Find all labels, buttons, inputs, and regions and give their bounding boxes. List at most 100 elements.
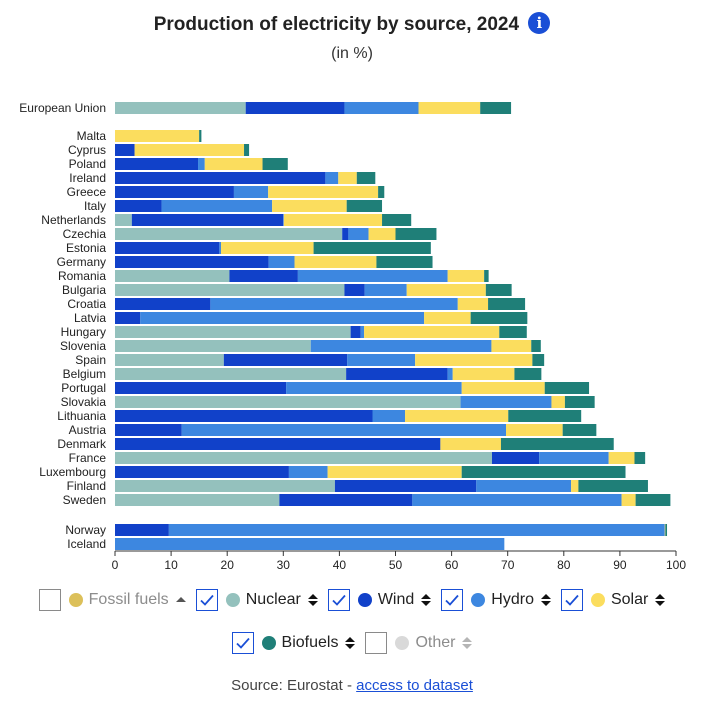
bar-segment-wind[interactable] — [131, 214, 284, 226]
bar-segment-wind[interactable] — [115, 256, 269, 268]
bar-segment-wind[interactable] — [223, 354, 348, 366]
bar-segment-biofuels[interactable] — [244, 144, 250, 156]
bar-segment-wind[interactable] — [115, 144, 135, 156]
sort-icon[interactable] — [175, 596, 186, 604]
legend-item-nuclear[interactable]: Nuclear — [195, 589, 318, 611]
bar-segment-biofuels[interactable] — [199, 130, 202, 142]
sort-icon[interactable] — [307, 594, 318, 606]
bar-segment-biofuels[interactable] — [508, 410, 582, 422]
bar-segment-biofuels[interactable] — [544, 382, 590, 394]
bar-segment-hydro[interactable] — [219, 242, 222, 254]
bar-segment-solar[interactable] — [294, 256, 377, 268]
bar-segment-solar[interactable] — [338, 172, 357, 184]
bar-segment-biofuels[interactable] — [461, 466, 626, 478]
bar-segment-wind[interactable] — [279, 494, 413, 506]
bar-segment-hydro[interactable] — [286, 382, 462, 394]
bar-segment-biofuels[interactable] — [531, 340, 541, 352]
bar-segment-wind[interactable] — [115, 382, 287, 394]
bar-segment-hydro[interactable] — [372, 410, 406, 422]
bar-segment-biofuels[interactable] — [480, 102, 512, 114]
bar-segment-solar[interactable] — [608, 452, 635, 464]
bar-segment-biofuels[interactable] — [262, 158, 288, 170]
fossil-checkbox[interactable] — [38, 589, 61, 611]
bar-segment-hydro[interactable] — [210, 298, 458, 310]
sort-icon[interactable] — [540, 594, 551, 606]
bar-segment-biofuels[interactable] — [635, 494, 671, 506]
bar-segment-biofuels[interactable] — [378, 186, 385, 198]
bar-segment-nuclear[interactable] — [115, 452, 492, 464]
sort-icon[interactable] — [421, 594, 432, 606]
bar-segment-solar[interactable] — [418, 102, 481, 114]
bar-segment-biofuels[interactable] — [578, 480, 648, 492]
bar-segment-biofuels[interactable] — [356, 172, 376, 184]
bar-segment-wind[interactable] — [115, 466, 289, 478]
bar-segment-solar[interactable] — [406, 284, 486, 296]
bar-segment-biofuels[interactable] — [564, 396, 595, 408]
bar-segment-biofuels[interactable] — [532, 354, 545, 366]
legend-item-fossil[interactable]: Fossil fuels — [38, 589, 186, 611]
bar-segment-wind[interactable] — [115, 200, 162, 212]
bar-segment-biofuels[interactable] — [665, 524, 668, 536]
sort-icon[interactable] — [462, 637, 473, 649]
bar-segment-hydro[interactable] — [288, 466, 328, 478]
bar-segment-wind[interactable] — [344, 284, 365, 296]
bar-segment-biofuels[interactable] — [488, 298, 526, 310]
bar-segment-biofuels[interactable] — [514, 368, 542, 380]
bar-segment-solar[interactable] — [115, 130, 200, 142]
bar-segment-hydro[interactable] — [460, 396, 552, 408]
bar-segment-wind[interactable] — [115, 410, 373, 422]
bar-segment-solar[interactable] — [364, 326, 500, 338]
bar-segment-hydro[interactable] — [297, 270, 448, 282]
bar-segment-hydro[interactable] — [360, 326, 365, 338]
bar-segment-hydro[interactable] — [364, 284, 407, 296]
bar-segment-biofuels[interactable] — [470, 312, 528, 324]
bar-segment-wind[interactable] — [115, 158, 199, 170]
wind-checkbox[interactable] — [327, 589, 350, 611]
bar-segment-biofuels[interactable] — [484, 270, 489, 282]
solar-checkbox[interactable] — [560, 589, 583, 611]
bar-segment-biofuels[interactable] — [634, 452, 646, 464]
bar-segment-solar[interactable] — [571, 480, 579, 492]
bar-segment-nuclear[interactable] — [115, 396, 461, 408]
biofuels-checkbox[interactable] — [231, 632, 254, 654]
hydro-checkbox[interactable] — [441, 589, 464, 611]
bar-segment-wind[interactable] — [115, 172, 326, 184]
bar-segment-hydro[interactable] — [140, 312, 425, 324]
bar-segment-wind[interactable] — [115, 312, 141, 324]
bar-segment-wind[interactable] — [115, 438, 441, 450]
bar-segment-solar[interactable] — [664, 524, 666, 536]
bar-segment-wind[interactable] — [115, 298, 211, 310]
info-icon[interactable]: i — [528, 12, 551, 34]
bar-segment-solar[interactable] — [452, 368, 515, 380]
bar-segment-biofuels[interactable] — [485, 284, 512, 296]
bar-segment-solar[interactable] — [283, 214, 383, 226]
bar-segment-hydro[interactable] — [539, 452, 609, 464]
bar-segment-solar[interactable] — [415, 354, 533, 366]
bar-segment-hydro[interactable] — [347, 354, 416, 366]
bar-segment-solar[interactable] — [327, 466, 462, 478]
bar-segment-biofuels[interactable] — [376, 256, 433, 268]
bar-segment-hydro[interactable] — [310, 340, 492, 352]
legend-item-wind[interactable]: Wind — [327, 589, 432, 611]
dataset-link[interactable]: access to dataset — [356, 677, 473, 694]
legend-item-biofuels[interactable]: Biofuels — [231, 632, 356, 654]
bar-segment-biofuels[interactable] — [562, 424, 597, 436]
bar-segment-hydro[interactable] — [115, 538, 505, 550]
bar-segment-nuclear[interactable] — [115, 102, 246, 114]
bar-segment-wind[interactable] — [245, 102, 345, 114]
bar-segment-solar[interactable] — [368, 228, 396, 240]
bar-segment-solar[interactable] — [405, 410, 509, 422]
bar-segment-wind[interactable] — [115, 242, 220, 254]
bar-segment-hydro[interactable] — [447, 368, 453, 380]
bar-segment-nuclear[interactable] — [115, 228, 343, 240]
bar-segment-wind[interactable] — [229, 270, 298, 282]
legend-item-solar[interactable]: Solar — [560, 589, 666, 611]
bar-segment-hydro[interactable] — [348, 228, 369, 240]
bar-segment-hydro[interactable] — [325, 172, 339, 184]
bar-segment-hydro[interactable] — [198, 158, 205, 170]
bar-segment-hydro[interactable] — [412, 494, 622, 506]
bar-segment-hydro[interactable] — [181, 424, 507, 436]
bar-segment-wind[interactable] — [115, 524, 169, 536]
bar-segment-biofuels[interactable] — [313, 242, 431, 254]
sort-icon[interactable] — [345, 637, 356, 649]
